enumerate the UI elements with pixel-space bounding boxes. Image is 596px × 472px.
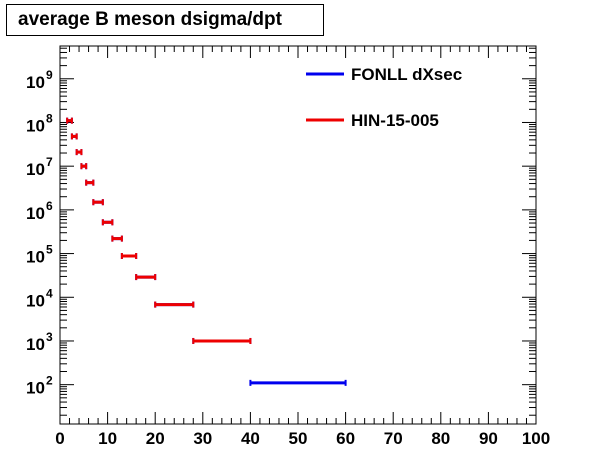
y-tick-label: 10: [26, 335, 45, 354]
x-tick-label: 50: [289, 429, 308, 448]
x-tick-label: 70: [384, 429, 403, 448]
y-tick-exponent: 8: [46, 111, 53, 125]
y-tick-exponent: 9: [46, 68, 53, 82]
y-tick-label: 10: [26, 379, 45, 398]
y-tick-exponent: 7: [46, 155, 53, 169]
y-tick-exponent: 3: [46, 330, 53, 344]
y-tick-label: 10: [26, 160, 45, 179]
y-tick-label: 10: [26, 291, 45, 310]
y-tick-label: 10: [26, 116, 45, 135]
x-tick-label: 20: [146, 429, 165, 448]
x-tick-label: 10: [98, 429, 117, 448]
y-tick-label: 10: [26, 73, 45, 92]
plot-frame: [59, 45, 537, 425]
y-tick-label: 10: [26, 248, 45, 267]
y-tick-label: 10: [26, 204, 45, 223]
legend-label: HIN-15-005: [351, 111, 439, 130]
x-tick-label: 0: [55, 429, 64, 448]
x-tick-label: 30: [193, 429, 212, 448]
x-tick-label: 80: [431, 429, 450, 448]
y-tick-exponent: 2: [46, 374, 53, 388]
x-tick-label: 40: [241, 429, 260, 448]
x-tick-label: 90: [479, 429, 498, 448]
x-tick-label: 100: [522, 429, 550, 448]
y-tick-exponent: 6: [46, 199, 53, 213]
chart-title-box: average B meson dsigma/dpt: [6, 4, 324, 36]
y-tick-exponent: 5: [46, 243, 53, 257]
x-tick-label: 60: [336, 429, 355, 448]
legend-label: FONLL dXsec: [351, 65, 462, 84]
y-tick-exponent: 4: [46, 286, 53, 300]
chart-title: average B meson dsigma/dpt: [18, 9, 282, 30]
